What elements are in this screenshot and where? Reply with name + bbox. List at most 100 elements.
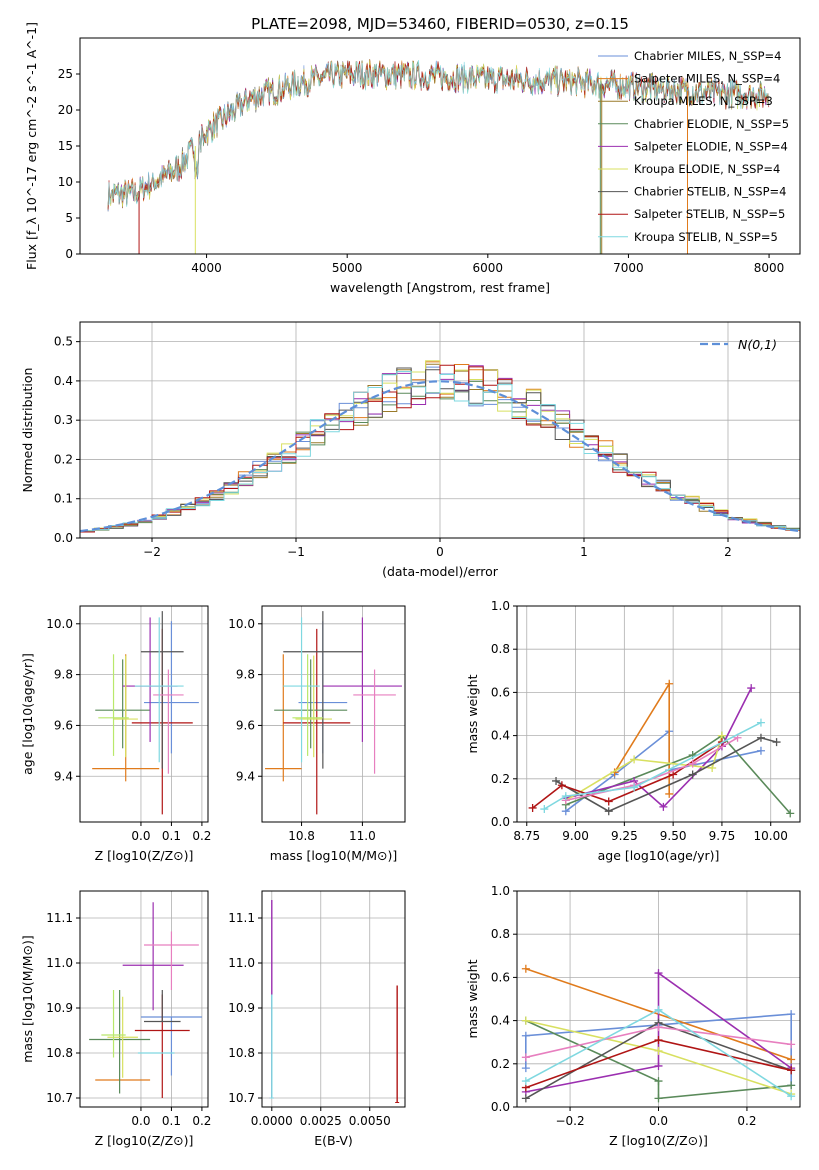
panel-age-vs-mass: 10.8 11.0 9.4 9.6 9.8 10.0 mass [log10(M/M⊙)] (228, 605, 406, 863)
legend-entry: Kroupa STELIB, N_SSP=5 (634, 230, 778, 244)
plus-marker (604, 807, 613, 816)
plot-area (265, 611, 402, 815)
y-tick-label: 11.0 (228, 956, 255, 970)
panel-spectrum: 4000 5000 6000 7000 8000 0 5 10 15 20 25 wavelength… (24, 22, 801, 295)
series-line (613, 680, 670, 794)
y-axis-label: mass weight (465, 959, 480, 1038)
plus-marker (756, 733, 765, 742)
x-tick-label: 0.2 (192, 1114, 211, 1128)
x-tick-label: 4000 (191, 261, 222, 275)
plot-area (521, 964, 796, 1103)
y-tick-label: 0.6 (491, 685, 510, 699)
plot-area (528, 679, 795, 818)
x-tick-label: 0.0 (649, 1114, 668, 1128)
plus-marker (654, 1046, 663, 1055)
y-tick-label: 10.9 (46, 1001, 73, 1015)
series-line (525, 1019, 792, 1100)
plus-marker (688, 770, 697, 779)
x-tick-label: 8000 (754, 261, 785, 275)
x-axis-label: (data-model)/error (382, 564, 499, 579)
plus-marker (654, 1023, 663, 1032)
plus-marker (708, 764, 717, 772)
axes-frame (261, 605, 406, 823)
plus-marker (521, 1064, 530, 1073)
series-line (565, 729, 762, 812)
y-tick-label: 10 (58, 175, 73, 189)
plus-marker (787, 1081, 796, 1090)
y-tick-label: 1.0 (491, 884, 510, 898)
plus-marker (665, 679, 674, 688)
plus-marker (654, 1036, 663, 1045)
y-tick-label: 11.1 (228, 911, 255, 925)
legend-entry: Chabrier MILES, N_SSP=4 (634, 49, 781, 63)
y-tick-label: 0.5 (54, 335, 73, 349)
y-tick-label: 10.8 (228, 1046, 255, 1060)
series-line (565, 737, 738, 802)
plot-area (89, 902, 202, 1098)
normal-curve (80, 380, 800, 533)
x-axis-label: Z [log10(Z/Z⊙)] (95, 1133, 194, 1148)
plus-marker (521, 1031, 530, 1040)
x-axis-label: Z [log10(Z/Z⊙)] (95, 848, 194, 863)
plus-marker (630, 783, 639, 792)
y-tick-label: 10.0 (228, 617, 255, 631)
y-tick-label: 0.0 (54, 531, 73, 545)
y-tick-label: 10.7 (228, 1091, 255, 1105)
y-tick-label: 9.8 (54, 668, 73, 682)
plus-marker (528, 803, 537, 812)
panel-mass-vs-Z: 0.0 0.1 0.2 10.7 10.8 10.9 11.0 11.1 Z [log10(Z/… (20, 890, 211, 1148)
x-axis-label: Z [log10(Z/Z⊙)] (609, 1133, 708, 1148)
y-tick-label: 11.1 (46, 911, 73, 925)
y-tick-label: 10.0 (46, 617, 73, 631)
plot-area (107, 59, 770, 254)
x-tick-label: 0.0 (131, 1114, 150, 1128)
y-axis-label: mass [log10(M/M⊙)] (20, 935, 35, 1063)
plus-marker (521, 1077, 530, 1086)
x-tick-label: 9.00 (562, 829, 589, 843)
plus-marker (654, 969, 663, 978)
y-axis-label: Flux [f_λ 10^-17 erg cm^-2 s^-1 A^-1] (24, 22, 39, 270)
plus-marker (552, 776, 561, 785)
plus-marker (787, 1040, 796, 1049)
x-axis-label: age [log10(age/yr)] (598, 848, 720, 863)
plot-area (269, 900, 400, 1103)
x-tick-label: 0.1 (162, 829, 181, 843)
legend-entry: Kroupa ELODIE, N_SSP=4 (634, 162, 780, 176)
y-axis-label: mass weight (465, 674, 480, 753)
y-tick-label: 0.6 (491, 970, 510, 984)
legend-entry: Chabrier ELODIE, N_SSP=5 (634, 117, 789, 131)
y-tick-label: 15 (58, 139, 73, 153)
plus-marker (786, 809, 795, 818)
axes-frame (79, 37, 801, 255)
plus-marker (654, 1094, 663, 1103)
x-axis-label: mass [log10(M/M⊙)] (270, 848, 398, 863)
x-tick-label: 2 (724, 545, 732, 559)
x-tick-label: −2 (143, 545, 161, 559)
spectrum-line (107, 59, 770, 207)
y-tick-label: 0.8 (491, 642, 510, 656)
x-tick-label: 1 (580, 545, 588, 559)
plus-marker (630, 755, 639, 764)
plus-marker (654, 1005, 663, 1014)
series-line (565, 735, 723, 802)
series-line (565, 734, 791, 814)
panel-mass-vs-ebv: 0.0000 0.0025 0.0050 10.7 10.8 10.9 11.0 11.1 E(… (228, 890, 406, 1148)
plus-marker (659, 802, 668, 811)
legend-entry: Kroupa MILES, N_SSP=3 (634, 94, 773, 108)
axes-frame (79, 321, 801, 539)
series-line (555, 736, 777, 813)
x-tick-label: 0.0050 (349, 1114, 391, 1128)
x-axis-label: wavelength [Angstrom, rest frame] (330, 280, 550, 295)
panel-residual-histogram: −2 −1 0 1 2 0.0 0.1 0.2 0.3 0.4 0.5 (data-model)/er… (20, 321, 801, 579)
y-tick-label: 0.2 (491, 772, 510, 786)
plus-marker (540, 805, 549, 814)
legend-entry: Salpeter STELIB, N_SSP=5 (634, 207, 785, 221)
y-tick-label: 25 (58, 67, 73, 81)
legend-entry: N(0,1) (738, 337, 777, 352)
x-axis-label: E(B-V) (314, 1133, 353, 1148)
y-tick-label: 10.9 (228, 1001, 255, 1015)
x-tick-label: −0.2 (555, 1114, 584, 1128)
y-tick-label: 9.4 (54, 769, 73, 783)
plus-marker (561, 792, 570, 801)
